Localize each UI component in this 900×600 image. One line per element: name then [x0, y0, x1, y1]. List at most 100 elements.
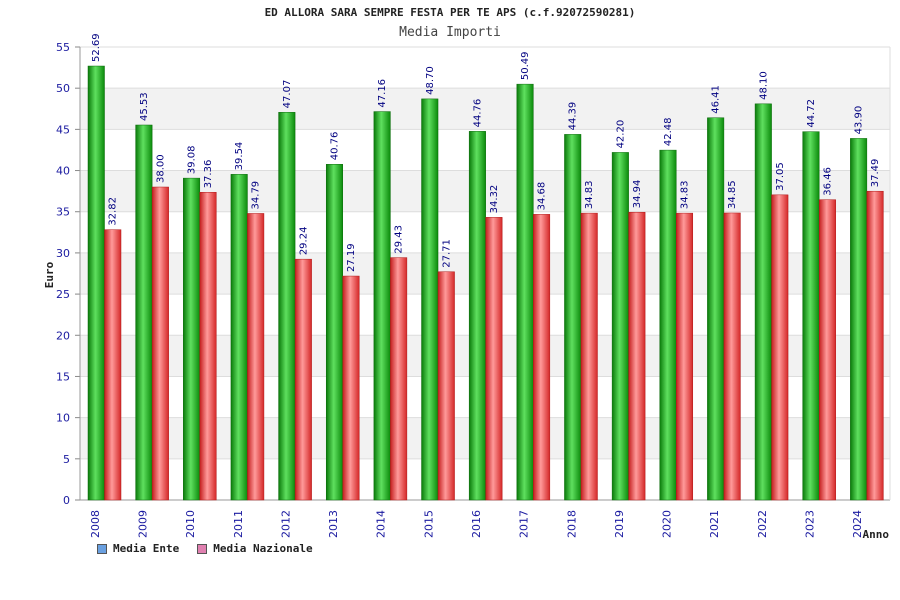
data-label-media-ente-2015: 48.70 — [425, 66, 436, 95]
data-label-media-ente-2014: 47.16 — [377, 79, 388, 108]
x-tick-label-2008: 2008 — [89, 510, 102, 538]
x-tick-label-2017: 2017 — [518, 510, 531, 538]
bar-media-nazionale-2016 — [485, 217, 503, 501]
x-tick-label-2014: 2014 — [375, 510, 388, 538]
bar-media-ente-2014 — [373, 111, 391, 501]
bar-media-nazionale-2011 — [247, 213, 265, 501]
data-label-media-ente-2024: 43.90 — [854, 106, 865, 135]
y-tick-label: 40 — [56, 165, 70, 178]
x-tick-label-2019: 2019 — [613, 510, 626, 538]
x-tick-label-2020: 2020 — [661, 510, 674, 538]
bar-media-nazionale-2012 — [294, 258, 312, 501]
bar-media-ente-2024 — [850, 138, 868, 501]
bar-media-ente-2015 — [421, 98, 439, 501]
bar-media-nazionale-2010 — [199, 192, 217, 501]
x-axis-label: Anno — [863, 528, 890, 541]
x-tick-label-2024: 2024 — [851, 510, 864, 538]
bar-media-nazionale-2013 — [342, 275, 360, 501]
x-tick-label-2012: 2012 — [279, 510, 292, 538]
bar-media-nazionale-2023 — [818, 199, 836, 501]
x-tick-label-2023: 2023 — [804, 510, 817, 538]
data-label-media-nazionale-2018: 34.83 — [584, 180, 595, 209]
y-tick-label: 30 — [56, 247, 70, 260]
bar-media-nazionale-2019 — [628, 211, 646, 501]
y-tick-label: 45 — [56, 123, 70, 136]
data-label-media-ente-2020: 42.48 — [663, 117, 674, 146]
bar-media-nazionale-2024 — [866, 190, 884, 501]
bar-media-ente-2011 — [230, 174, 248, 501]
bar-media-nazionale-2008 — [104, 229, 122, 501]
data-label-media-ente-2022: 48.10 — [758, 71, 769, 100]
bar-media-ente-2009 — [135, 124, 153, 501]
data-label-media-nazionale-2014: 29.43 — [394, 225, 405, 254]
bar-media-nazionale-2022 — [771, 194, 789, 501]
data-label-media-ente-2019: 42.20 — [615, 120, 626, 149]
bar-media-nazionale-2017 — [533, 214, 551, 501]
y-tick-label: 5 — [63, 453, 70, 466]
bar-media-ente-2023 — [802, 131, 820, 501]
bar-media-nazionale-2015 — [437, 271, 455, 501]
y-tick-label: 20 — [56, 329, 70, 342]
data-label-media-nazionale-2009: 38.00 — [155, 154, 166, 183]
x-tick-label-2018: 2018 — [565, 510, 578, 538]
legend-swatch-media-nazionale — [197, 543, 208, 554]
data-label-media-ente-2008: 52.69 — [91, 33, 102, 62]
data-label-media-nazionale-2021: 34.85 — [727, 180, 738, 209]
bar-media-ente-2016 — [468, 131, 486, 501]
data-label-media-ente-2010: 39.08 — [187, 145, 198, 174]
data-label-media-ente-2016: 44.76 — [472, 99, 483, 128]
data-label-media-ente-2018: 44.39 — [568, 102, 579, 131]
bar-media-ente-2010 — [183, 177, 201, 501]
legend-label-media-nazionale: Media Nazionale — [213, 542, 313, 555]
legend-item-media-nazionale: Media Nazionale — [197, 542, 313, 555]
y-tick-label: 0 — [63, 494, 70, 507]
x-tick-label-2022: 2022 — [756, 510, 769, 538]
x-tick-label-2013: 2013 — [327, 510, 340, 538]
x-tick-label-2011: 2011 — [232, 510, 245, 538]
data-label-media-nazionale-2013: 27.19 — [346, 243, 357, 272]
legend-item-media-ente: Media Ente — [97, 542, 179, 555]
data-label-media-ente-2017: 50.49 — [520, 52, 531, 81]
y-tick-label: 35 — [56, 206, 70, 219]
data-label-media-ente-2021: 46.41 — [711, 85, 722, 114]
bar-media-ente-2012 — [278, 112, 296, 501]
data-label-media-nazionale-2020: 34.83 — [680, 180, 691, 209]
data-label-media-nazionale-2022: 37.05 — [775, 162, 786, 191]
y-tick-label: 25 — [56, 288, 70, 301]
data-label-media-ente-2012: 47.07 — [282, 80, 293, 109]
chart-subtitle: Media Importi — [399, 25, 501, 40]
bar-media-nazionale-2020 — [676, 212, 694, 501]
y-axis-label: Euro — [43, 261, 56, 288]
bar-media-ente-2018 — [564, 134, 582, 501]
data-label-media-nazionale-2016: 34.32 — [489, 185, 500, 214]
bar-media-ente-2019 — [611, 152, 629, 501]
data-label-media-ente-2013: 40.76 — [329, 132, 340, 161]
chart-title: ED ALLORA SARA SEMPRE FESTA PER TE APS (… — [264, 6, 636, 19]
data-label-media-nazionale-2012: 29.24 — [298, 227, 309, 256]
y-tick-label: 10 — [56, 412, 70, 425]
data-label-media-nazionale-2015: 27.71 — [441, 239, 452, 268]
data-label-media-nazionale-2019: 34.94 — [632, 180, 643, 209]
x-tick-label-2015: 2015 — [422, 510, 435, 538]
bar-media-ente-2017 — [516, 83, 534, 501]
data-label-media-nazionale-2024: 37.49 — [870, 159, 881, 188]
legend-swatch-media-ente — [97, 543, 107, 554]
bar-media-nazionale-2021 — [723, 212, 741, 501]
bar-media-ente-2008 — [87, 65, 105, 501]
bar-media-ente-2022 — [754, 103, 772, 501]
y-tick-label: 55 — [56, 41, 70, 54]
data-label-media-nazionale-2008: 32.82 — [108, 197, 119, 226]
data-label-media-nazionale-2010: 37.36 — [203, 160, 214, 189]
bar-media-ente-2013 — [325, 164, 343, 501]
y-tick-label: 15 — [56, 370, 70, 383]
x-tick-label-2021: 2021 — [708, 510, 721, 538]
x-tick-label-2009: 2009 — [136, 510, 149, 538]
data-label-media-nazionale-2011: 34.79 — [251, 181, 262, 210]
data-label-media-ente-2011: 39.54 — [234, 142, 245, 171]
bar-media-nazionale-2009 — [151, 186, 169, 501]
x-tick-label-2010: 2010 — [184, 510, 197, 538]
bar-media-nazionale-2014 — [390, 257, 408, 501]
data-label-media-nazionale-2017: 34.68 — [537, 182, 548, 211]
legend-label-media-ente: Media Ente — [113, 542, 180, 555]
